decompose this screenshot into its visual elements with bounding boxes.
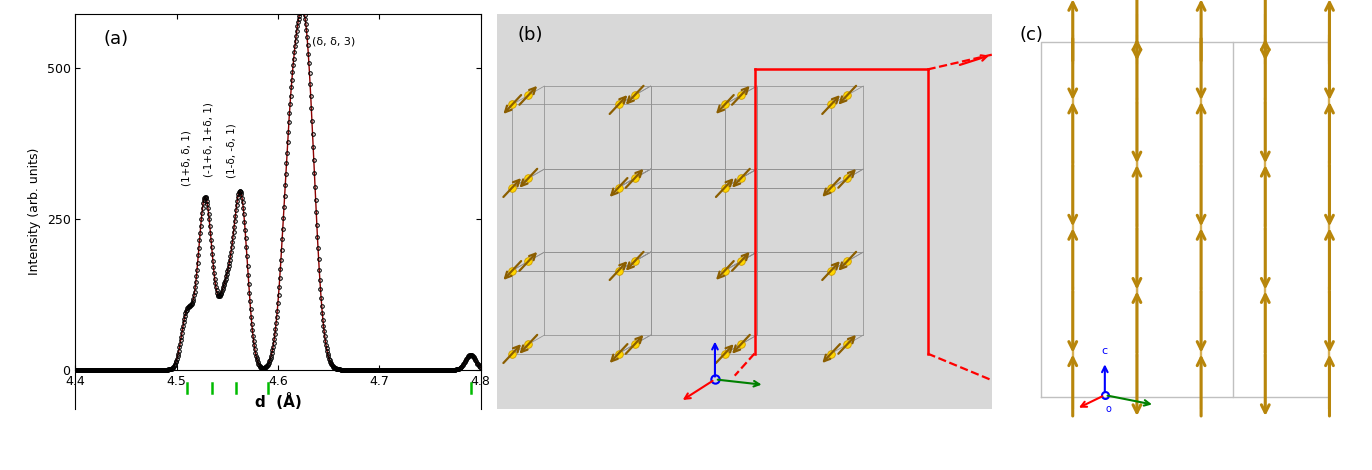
Y-axis label: Intensity (arb. units): Intensity (arb. units) — [27, 148, 41, 275]
Text: (a): (a) — [104, 30, 129, 48]
Text: c: c — [1102, 345, 1107, 356]
Text: o: o — [1106, 404, 1111, 414]
Text: (1+δ, δ, 1): (1+δ, δ, 1) — [182, 130, 192, 186]
Text: (δ, δ, 3): (δ, δ, 3) — [311, 36, 355, 46]
X-axis label: d  (Å): d (Å) — [255, 393, 302, 410]
Text: (c): (c) — [1019, 26, 1043, 44]
Text: (1-δ, -δ, 1): (1-δ, -δ, 1) — [226, 123, 236, 178]
Text: (b): (b) — [517, 26, 543, 44]
Text: (-1+δ, 1+δ, 1): (-1+δ, 1+δ, 1) — [203, 102, 213, 177]
